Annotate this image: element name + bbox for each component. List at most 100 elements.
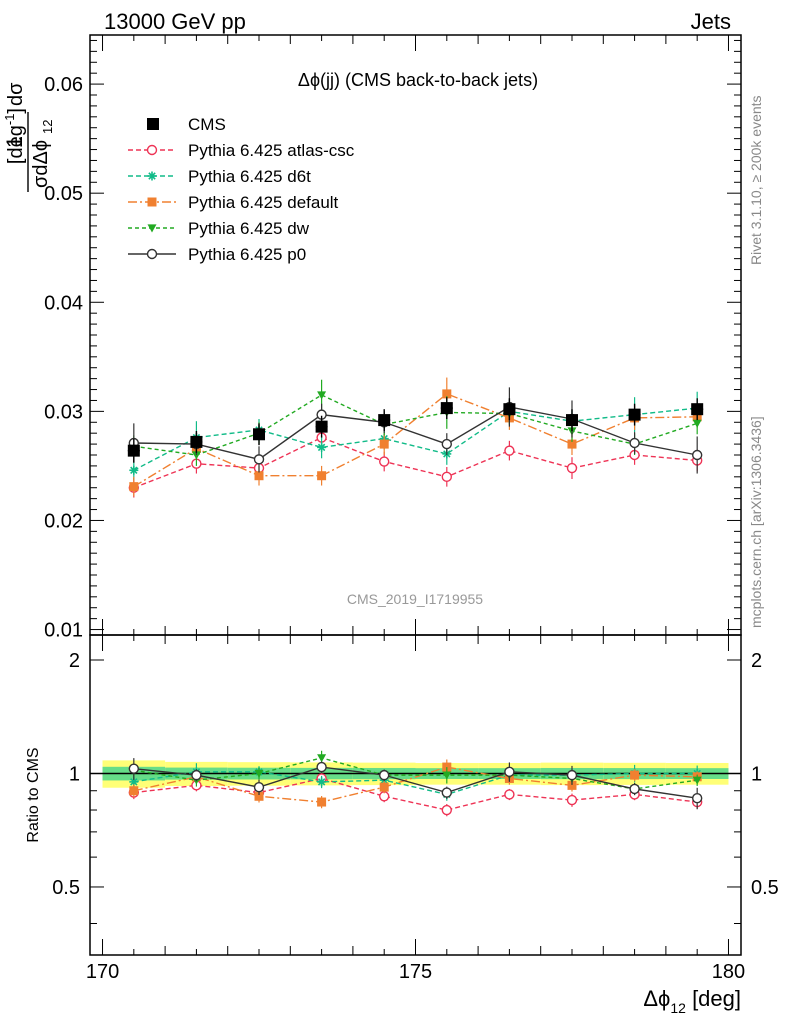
ylabel-one: 1 xyxy=(2,136,27,148)
ratio-panel: 170 175 180 0.5 0.5 1 1 2 2 Ratio to CMS xyxy=(25,634,779,983)
ratio-tick-label: 2 xyxy=(69,650,80,672)
legend-marker-3 xyxy=(147,197,157,207)
series-5-point xyxy=(691,449,703,461)
series-5-ratio-point xyxy=(316,761,327,773)
cms-point xyxy=(315,420,328,433)
series-4-ratio-point xyxy=(692,776,702,785)
cms-point xyxy=(378,414,391,427)
series-5-ratio-point xyxy=(191,769,202,781)
series-4-line xyxy=(133,394,698,456)
ratio-ylabel: Ratio to CMS xyxy=(25,747,42,842)
cms-point xyxy=(565,414,578,427)
xlabel: Δϕ12 [deg] xyxy=(643,986,741,1016)
series-4-point xyxy=(692,419,702,428)
x-tick-label: 175 xyxy=(399,961,432,983)
series-3-ratio-point xyxy=(567,780,577,790)
series-5-ratio-point xyxy=(629,783,640,795)
series-5-ratio-point xyxy=(128,763,140,774)
cms-point xyxy=(253,428,266,441)
legend-marker-2 xyxy=(147,171,157,181)
xlabel-symbol: Δϕ xyxy=(643,986,670,1011)
x-tick-label: 180 xyxy=(712,961,745,983)
ratio-frame xyxy=(89,634,742,956)
ratio-series xyxy=(128,750,703,817)
series-3-point xyxy=(129,482,139,492)
xlabel-unit: [deg] xyxy=(686,986,741,1011)
series-2-ratio-point-stroke xyxy=(317,778,326,786)
ratio-axis-ticks: 170 175 180 0.5 0.5 1 1 2 2 xyxy=(52,635,779,983)
chart-title: Δϕ(jj) (CMS back-to-back jets) xyxy=(298,70,538,90)
series-2-line xyxy=(133,407,698,471)
series-2-point-stroke xyxy=(317,443,326,452)
ylabel-unit: [deg-1] xyxy=(2,108,27,164)
main-axis-ticks: 0.01 0.02 0.03 0.04 0.05 0.06 xyxy=(44,35,741,642)
watermark: CMS_2019_I1719955 xyxy=(347,591,483,607)
legend-label-3: Pythia 6.425 default xyxy=(188,193,339,212)
y-tick-label: 0.03 xyxy=(44,401,83,423)
series-3-ratio-point xyxy=(129,786,139,796)
series-3-ratio-point xyxy=(254,791,264,801)
legend: CMS Pythia 6.425 atlas-csc Pythia 6.425 d6… xyxy=(128,115,355,264)
series-2-ratio-line xyxy=(133,771,698,796)
y-tick-label: 0.06 xyxy=(44,74,83,96)
header-right: Jets xyxy=(691,9,731,34)
legend-label-5: Pythia 6.425 p0 xyxy=(188,245,306,264)
ratio-tick-label: 2 xyxy=(751,650,762,672)
legend-label-1: Pythia 6.425 atlas-csc xyxy=(188,141,355,160)
legend-label-cms: CMS xyxy=(188,115,226,134)
series-5-ratio-point xyxy=(441,787,452,798)
series-5-ratio-point xyxy=(253,781,265,793)
series-3-ratio-point xyxy=(442,762,452,772)
series-3-line xyxy=(133,393,698,488)
side-label-rivet: Rivet 3.1.10, ≥ 200k events xyxy=(748,95,764,265)
cms-point xyxy=(440,402,453,415)
cms-point xyxy=(691,403,704,416)
series-4-ratio-point xyxy=(254,769,264,778)
series-1-ratio-point xyxy=(441,804,452,816)
cms-point xyxy=(628,408,641,421)
series-3-point xyxy=(379,439,389,449)
legend-marker-cms xyxy=(147,118,159,130)
legend-label-4: Pythia 6.425 dw xyxy=(188,219,310,238)
series-3-point xyxy=(567,439,577,449)
series-1-ratio-point xyxy=(504,789,515,800)
series-3-ratio-point xyxy=(630,770,640,780)
legend-marker-2-stroke xyxy=(148,172,156,180)
series-5-ratio-line xyxy=(133,766,698,799)
series-1-line xyxy=(133,436,698,489)
y-tick-label: 0.02 xyxy=(44,510,83,532)
legend-marker-1 xyxy=(146,144,158,156)
legend-label-2: Pythia 6.425 d6t xyxy=(188,167,311,186)
series-3-point xyxy=(442,389,452,399)
ylabel-dsigma: dσ xyxy=(5,82,27,106)
series-5-ratio-point xyxy=(504,766,515,778)
series-2-point xyxy=(129,465,139,475)
xlabel-subscript: 12 xyxy=(670,1000,686,1016)
legend-marker-4 xyxy=(147,224,157,233)
series-5-point xyxy=(253,454,265,465)
series-5-point xyxy=(441,438,452,450)
main-panel: Δϕ(jj) (CMS back-to-back jets) CMS_2019_… xyxy=(44,34,742,642)
series-2-point-stroke xyxy=(130,466,138,474)
series-3-point xyxy=(254,471,264,481)
legend-marker-5 xyxy=(146,248,158,260)
y-axis-title: 1 dσ σdΔϕ 12 [deg-1] xyxy=(2,82,55,192)
series-3-point xyxy=(317,471,327,481)
x-axis-title: Δϕ12 [deg] xyxy=(643,986,741,1016)
series-2-ratio-point xyxy=(317,777,327,787)
series-4-point xyxy=(317,391,327,400)
ratio-tick-label: 1 xyxy=(751,763,762,785)
series-5-point xyxy=(629,437,640,449)
series-5-ratio-point xyxy=(691,792,703,804)
cms-point xyxy=(127,444,140,457)
ratio-tick-label: 0.5 xyxy=(751,877,779,899)
y-tick-label: 0.04 xyxy=(44,292,83,314)
series-4-ratio-point xyxy=(317,754,327,763)
main-series xyxy=(127,377,704,498)
series-4-ratio-line xyxy=(133,757,698,790)
series-5-ratio-point xyxy=(566,769,578,781)
series-2-ratio-point-stroke xyxy=(130,778,138,786)
series-5-ratio-point xyxy=(379,769,390,781)
series-4-ratio-point xyxy=(442,771,452,780)
